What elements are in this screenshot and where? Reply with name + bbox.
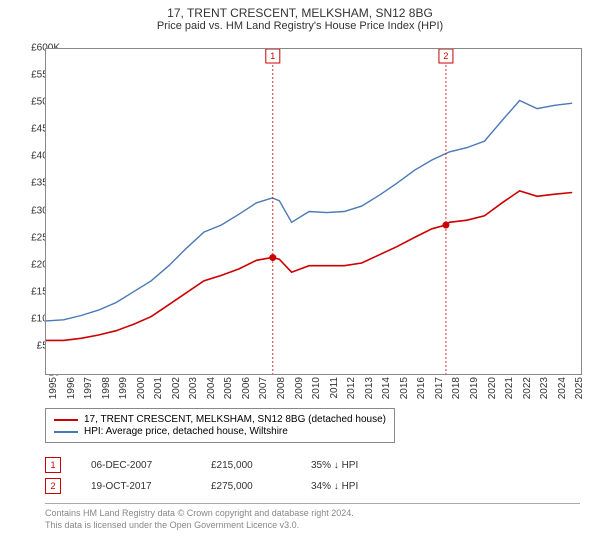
sales-table: 1 06-DEC-2007 £215,000 35% ↓ HPI 2 19-OC… [45, 452, 358, 499]
x-axis-label: 2012 [346, 377, 357, 399]
x-axis-label: 2002 [171, 377, 182, 399]
sale-diff-2: 34% ↓ HPI [311, 481, 358, 492]
x-axis-label: 2025 [574, 377, 585, 399]
sale-price-1: £215,000 [211, 460, 281, 471]
sale-label-number: 1 [270, 51, 275, 61]
sale-label-number: 2 [443, 51, 448, 61]
x-axis-label: 2007 [258, 377, 269, 399]
series-line-hpi [46, 101, 572, 321]
x-axis-label: 2024 [557, 377, 568, 399]
x-axis-label: 2016 [416, 377, 427, 399]
x-axis-label: 2000 [136, 377, 147, 399]
x-axis-label: 2004 [206, 377, 217, 399]
sale-point-icon [269, 254, 276, 261]
x-axis-label: 1996 [66, 377, 77, 399]
x-axis-label: 1997 [83, 377, 94, 399]
legend-swatch-hpi [54, 431, 78, 433]
sale-date-1: 06-DEC-2007 [91, 460, 181, 471]
x-axis-label: 1998 [101, 377, 112, 399]
x-axis-label: 2019 [469, 377, 480, 399]
x-axis-label: 1995 [48, 377, 59, 399]
legend-label-price-paid: 17, TRENT CRESCENT, MELKSHAM, SN12 8BG (… [84, 414, 386, 425]
sale-marker-1: 1 [45, 457, 61, 473]
x-axis-label: 2003 [188, 377, 199, 399]
legend-swatch-price-paid [54, 419, 78, 421]
chart-title: 17, TRENT CRESCENT, MELKSHAM, SN12 8BG [0, 6, 600, 20]
x-axis-label: 2010 [311, 377, 322, 399]
chart-subtitle: Price paid vs. HM Land Registry's House … [0, 20, 600, 32]
sale-price-2: £275,000 [211, 481, 281, 492]
footer-attribution: Contains HM Land Registry data © Crown c… [45, 503, 580, 531]
sale-point-icon [442, 222, 449, 229]
x-axis-label: 2008 [276, 377, 287, 399]
x-axis-label: 2006 [241, 377, 252, 399]
footer-line-1: Contains HM Land Registry data © Crown c… [45, 508, 580, 520]
x-axis-label: 2005 [223, 377, 234, 399]
x-axis-label: 2011 [329, 377, 340, 399]
series-line-price_paid [46, 191, 572, 341]
x-axis-label: 2013 [364, 377, 375, 399]
sale-date-2: 19-OCT-2017 [91, 481, 181, 492]
sale-marker-2: 2 [45, 478, 61, 494]
sale-diff-1: 35% ↓ HPI [311, 460, 358, 471]
x-axis-label: 2022 [522, 377, 533, 399]
x-axis-label: 2023 [539, 377, 550, 399]
legend: 17, TRENT CRESCENT, MELKSHAM, SN12 8BG (… [45, 408, 395, 443]
x-axis-label: 1999 [118, 377, 129, 399]
x-axis-label: 2021 [504, 377, 515, 399]
x-axis-label: 2009 [294, 377, 305, 399]
legend-label-hpi: HPI: Average price, detached house, Wilt… [84, 426, 288, 437]
x-axis-label: 2001 [153, 377, 164, 399]
x-axis-label: 2020 [487, 377, 498, 399]
x-axis-label: 2017 [434, 377, 445, 399]
x-axis-label: 2018 [451, 377, 462, 399]
chart-plot-area: 12 [45, 48, 582, 375]
x-axis-label: 2015 [399, 377, 410, 399]
x-axis-label: 2014 [381, 377, 392, 399]
footer-line-2: This data is licensed under the Open Gov… [45, 520, 580, 532]
